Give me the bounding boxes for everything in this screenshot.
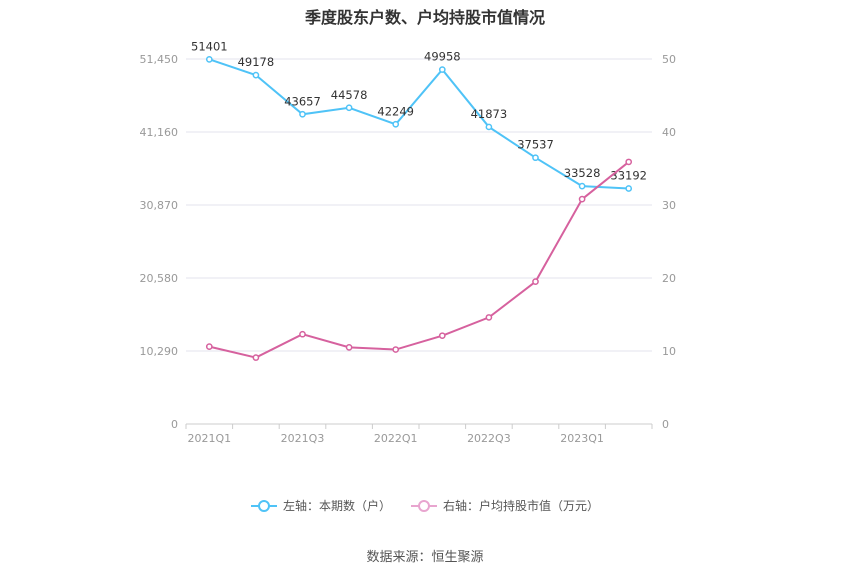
- data-point: [485, 314, 493, 321]
- data-label: 44578: [331, 88, 368, 102]
- x-tick-label: 2023Q1: [560, 432, 604, 445]
- data-label: 49178: [238, 55, 275, 69]
- data-label: 51401: [191, 39, 228, 53]
- y-left-tick-label: 10,290: [140, 345, 179, 358]
- x-tick-label: 2021Q3: [281, 432, 325, 445]
- x-tick-label: 2022Q1: [374, 432, 418, 445]
- y-left-tick-label: 51,450: [140, 53, 179, 66]
- data-point: [345, 344, 353, 351]
- data-point: [299, 330, 306, 338]
- data-label: 43657: [284, 94, 321, 108]
- y-left-tick-label: 20,580: [140, 272, 179, 285]
- data-point: [532, 278, 539, 285]
- data-point: [625, 185, 633, 192]
- data-label: 37537: [517, 138, 554, 152]
- chart-title: 季度股东户数、户均持股市值情况: [304, 8, 545, 27]
- data-point: [345, 104, 353, 112]
- series-line-2: [209, 161, 630, 359]
- legend-item-series-2[interactable]: 右轴：户均持股市值（万元）: [411, 497, 599, 514]
- data-label: 41873: [471, 107, 508, 121]
- source-note: 数据来源：恒生聚源: [366, 550, 484, 565]
- legend: 左轴：本期数（户） 右轴：户均持股市值（万元）: [0, 497, 850, 514]
- legend-label-series-1: 左轴：本期数（户）: [282, 499, 391, 513]
- legend-label-series-2: 右轴：户均持股市值（万元）: [443, 499, 600, 513]
- series-line-1: [208, 58, 629, 190]
- y-right-tick-label: 10: [662, 345, 676, 358]
- data-point: [205, 55, 213, 63]
- legend-symbol-series-2: [411, 499, 437, 513]
- data-point: [578, 182, 586, 190]
- data-point: [392, 346, 400, 353]
- x-tick-label: 2022Q3: [467, 432, 511, 445]
- data-point: [485, 123, 493, 131]
- data-point: [252, 354, 260, 361]
- legend-symbol-series-1: [250, 499, 277, 513]
- data-point: [578, 195, 586, 203]
- data-point: [205, 343, 213, 350]
- y-right-tick-label: 40: [662, 126, 676, 139]
- data-label: 49958: [424, 50, 461, 64]
- data-point: [438, 332, 446, 340]
- data-point: [438, 66, 446, 73]
- data-point: [252, 71, 260, 79]
- data-point: [392, 120, 400, 128]
- y-right-tick-label: 20: [662, 272, 676, 285]
- y-left-tick-label: 41,160: [140, 126, 179, 139]
- data-label: 33528: [564, 166, 601, 180]
- data-label: 42249: [377, 104, 414, 118]
- y-left-tick-label: 30,870: [140, 199, 179, 212]
- y-right-tick-label: 0: [662, 418, 669, 431]
- y-right-tick-label: 50: [662, 53, 676, 66]
- y-left-tick-label: 0: [171, 418, 178, 431]
- legend-item-series-1[interactable]: 左轴：本期数（户）: [250, 497, 391, 514]
- y-right-tick-label: 30: [662, 199, 676, 212]
- data-point: [625, 158, 633, 166]
- data-point: [299, 110, 306, 118]
- x-tick-label: 2021Q1: [187, 432, 231, 445]
- data-point: [532, 154, 539, 162]
- data-label: 33192: [610, 169, 647, 183]
